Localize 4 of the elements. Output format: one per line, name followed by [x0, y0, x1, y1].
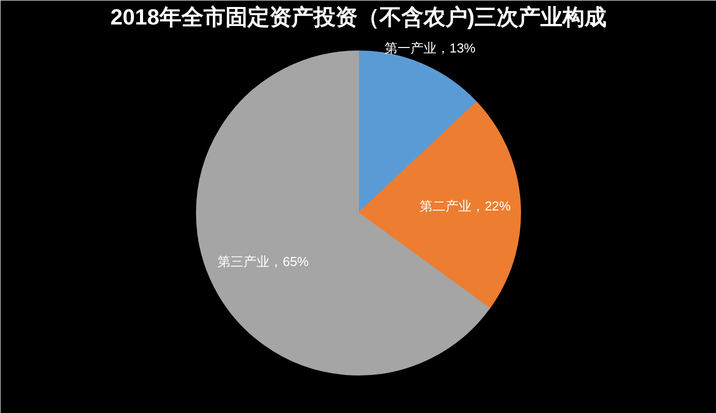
chart-title: 2018年全市固定资产投资（不含农户)三次产业构成	[110, 4, 607, 30]
slice-label: 第一产业，13%	[384, 40, 476, 56]
slice-label: 第二产业，22%	[420, 198, 512, 214]
slice-label: 第三产业，65%	[218, 254, 310, 269]
